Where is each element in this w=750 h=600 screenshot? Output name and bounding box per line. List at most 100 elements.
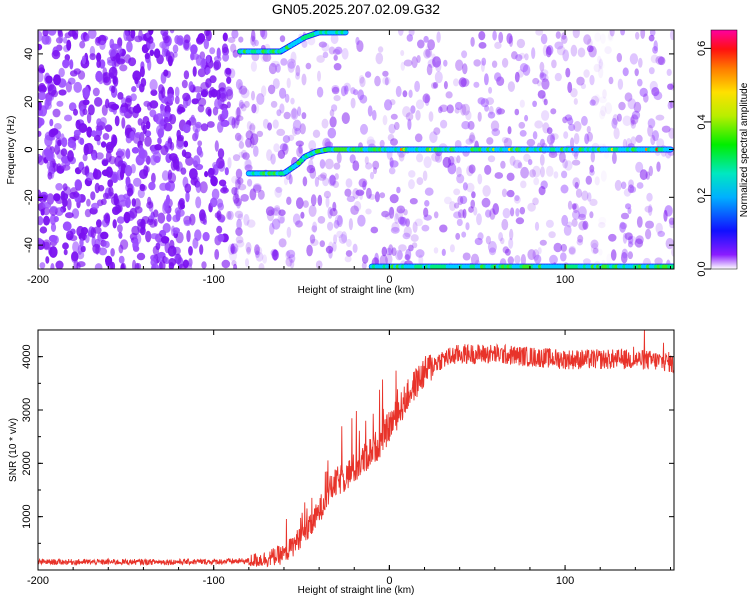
spectrogram-noise-blob	[476, 213, 482, 226]
spectrogram-noise-blob	[635, 235, 644, 245]
spectrogram-noise-blob	[188, 246, 193, 256]
spectrogram-noise-blob	[310, 238, 319, 247]
spectrogram-noise-blob	[643, 93, 649, 103]
spectrogram-noise-blob	[119, 52, 125, 63]
y-tick-label: 0	[23, 146, 35, 152]
spectrogram-noise-blob	[255, 250, 260, 258]
spectrogram-noise-blob	[170, 159, 178, 171]
spectrogram-noise-blob	[47, 171, 53, 180]
spectrogram-noise-blob	[336, 215, 343, 228]
spectrogram-noise-blob	[507, 256, 514, 265]
spectrogram-noise-blob	[76, 261, 86, 268]
spectrogram-ylabel: Frequency (Hz)	[6, 116, 17, 185]
spectrogram-noise-blob	[627, 184, 635, 194]
spectrogram-noise-blob	[311, 225, 318, 233]
spectrogram-noise-blob	[600, 170, 607, 182]
spectrogram-noise-blob	[385, 253, 393, 265]
y-tick-label: 3000	[21, 398, 33, 422]
spectrogram-noise-blob	[45, 35, 52, 45]
spectrogram-noise-blob	[295, 72, 301, 80]
spectrogram-noise-blob	[546, 127, 553, 135]
spectrogram-noise-blob	[120, 148, 126, 159]
spectrogram-noise-blob	[277, 149, 286, 159]
spectrogram-noise-blob	[570, 44, 578, 57]
spectrogram-noise-blob	[328, 175, 337, 187]
spectrogram-noise-blob	[165, 50, 171, 62]
spectrogram-noise-blob	[52, 108, 61, 118]
spectrogram-noise-blob	[146, 41, 156, 50]
spectrogram-noise-blob	[125, 103, 131, 112]
spectrogram-noise-blob	[288, 254, 296, 263]
spectrogram-noise-blob	[404, 254, 410, 261]
spectrogram-noise-blob	[57, 30, 64, 38]
spectrogram-noise-blob	[177, 199, 185, 210]
spectrogram-noise-blob	[503, 137, 513, 149]
spectrogram-noise-blob	[568, 247, 576, 255]
spectrogram-noise-blob	[164, 257, 169, 265]
colorbar-gradient	[710, 29, 738, 270]
spectrogram-noise-blob	[357, 89, 365, 101]
spectrogram-noise-blob	[333, 62, 342, 71]
spectrogram-noise-blob	[238, 141, 245, 149]
spectrogram-noise-blob	[254, 39, 259, 47]
spectrogram-noise-blob	[622, 67, 629, 77]
spectrogram-noise-blob	[346, 238, 352, 248]
spectrogram-noise-blob	[197, 140, 203, 147]
spectrogram-noise-blob	[62, 242, 69, 250]
spectrogram-noise-blob	[176, 35, 184, 46]
spectrogram-noise-blob	[606, 254, 611, 265]
spectrogram-noise-blob	[316, 55, 325, 63]
spectrogram-noise-blob	[478, 30, 486, 41]
spectrogram-noise-blob	[462, 252, 471, 261]
spectrogram-noise-blob	[636, 182, 644, 189]
spectrogram-noise-blob	[408, 30, 415, 37]
colorbar-ticks: 0.0 0.2 0.4 0.6	[696, 41, 711, 277]
spectrogram-noise-blob	[118, 255, 125, 264]
spectrogram-noise-blob	[362, 180, 367, 191]
spectrogram-noise-blob	[40, 208, 45, 216]
spectrogram-noise-blob	[131, 225, 140, 236]
spectrogram-noise-blob	[490, 120, 500, 132]
spectrogram-noise-blob	[269, 222, 275, 235]
spectrogram-noise-blob	[484, 104, 490, 112]
spectrogram-noise-blob	[540, 138, 545, 147]
spectrogram-noise-blob	[668, 127, 674, 139]
spectrogram-noise-blob	[201, 57, 206, 69]
spectrogram-noise-blob	[582, 220, 589, 230]
spectrogram-noise-blob	[594, 32, 601, 41]
y-tick-label: 2000	[21, 451, 33, 475]
spectrogram-noise-blob	[398, 244, 407, 252]
spectrogram-noise-blob	[623, 188, 632, 197]
spectrogram-noise-blob	[449, 244, 455, 253]
spectrogram-noise-blob	[136, 252, 146, 261]
spectrogram-noise-blob	[230, 243, 235, 254]
spectrogram-noise-blob	[511, 51, 518, 60]
spectrogram-noise-blob	[332, 201, 337, 212]
spectrogram-noise-blob	[105, 166, 113, 178]
spectrogram-noise-blob	[540, 73, 549, 83]
spectrogram-noise-blob	[336, 230, 344, 239]
spectrogram-noise-blob	[509, 155, 516, 166]
spectrogram-noise-blob	[132, 70, 142, 82]
spectrogram-noise-blob	[418, 254, 424, 267]
spectrogram-noise-blob	[290, 51, 297, 64]
spectrogram-noise-blob	[146, 218, 154, 226]
spectrogram-noise-blob	[408, 179, 415, 190]
spectrogram-noise-blob	[238, 183, 247, 191]
spectrogram-noise-blob	[161, 86, 166, 99]
spectrogram-noise-blob	[571, 159, 581, 166]
spectrogram-noise-blob	[507, 81, 515, 92]
spectrogram-noise-blob	[341, 231, 348, 243]
spectrogram-noise-blob	[485, 235, 491, 245]
spectrogram-noise-blob	[333, 234, 338, 245]
spectrogram-noise-blob	[366, 139, 376, 146]
spectrogram-noise-blob	[89, 53, 96, 61]
x-tick-label: -100	[203, 274, 225, 286]
spectrogram-noise-blob	[571, 203, 577, 210]
spectrogram-noise-blob	[576, 238, 583, 246]
spectrogram-noise-blob	[190, 44, 198, 55]
spectrogram-noise-blob	[172, 214, 180, 223]
spectrogram-noise-blob	[414, 218, 423, 227]
spectrogram-noise-blob	[108, 48, 117, 57]
spectrogram-noise-blob	[612, 114, 619, 126]
